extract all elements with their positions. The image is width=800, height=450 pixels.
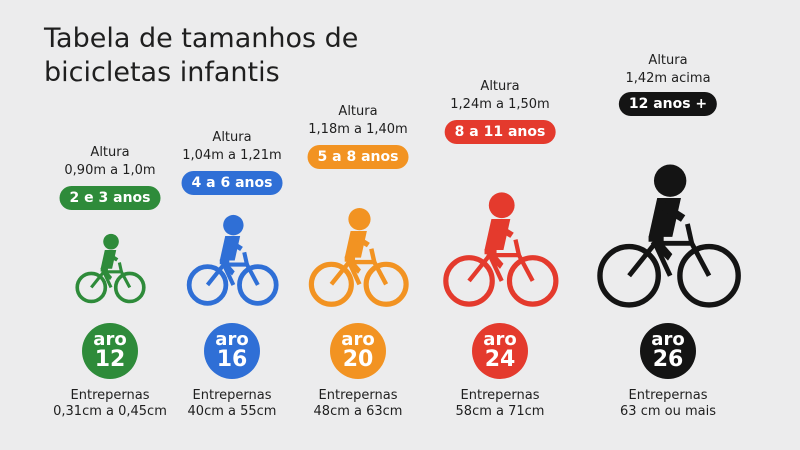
aro-number: 24: [484, 347, 516, 372]
height-label: Altura: [212, 130, 252, 145]
aro-number: 26: [652, 347, 684, 372]
child-bike-icon: [75, 233, 146, 304]
age-badge: 8 a 11 anos: [444, 120, 556, 144]
aro-word: aro: [341, 329, 375, 350]
wheel-size-badge: aro 16: [204, 323, 260, 379]
aro-word: aro: [93, 329, 127, 350]
inseam-value: 48cm a 63cm: [313, 404, 403, 419]
inseam-label: Entrepernas: [70, 388, 150, 403]
child-bike-icon: [597, 164, 741, 308]
inseam-label: Entrepernas: [192, 388, 272, 403]
height-label: Altura: [648, 53, 688, 68]
size-column-aro-26: Altura 1,42m acima 12 anos + aro 26 Entr…: [588, 0, 748, 450]
height-value: 1,18m a 1,40m: [308, 122, 408, 137]
wheel-size-badge: aro 26: [640, 323, 696, 379]
size-column-aro-12: Altura 0,90m a 1,0m 2 e 3 anos aro 12 En…: [30, 0, 190, 450]
height-value: 0,90m a 1,0m: [64, 163, 156, 178]
age-badge: 5 a 8 anos: [307, 145, 409, 169]
age-badge: 4 a 6 anos: [181, 171, 283, 195]
wheel-size-badge: aro 24: [472, 323, 528, 379]
child-bike-icon: [308, 208, 409, 307]
size-column-aro-24: Altura 1,24m a 1,50m 8 a 11 anos aro 24 …: [420, 0, 580, 450]
height-label: Altura: [90, 145, 130, 160]
aro-word: aro: [483, 329, 517, 350]
height-value: 1,42m acima: [625, 71, 711, 86]
aro-word: aro: [215, 329, 249, 350]
child-bike-icon: [443, 192, 559, 307]
height-value: 1,24m a 1,50m: [450, 97, 550, 112]
size-column-aro-16: Altura 1,04m a 1,21m 4 a 6 anos aro 16 E…: [152, 0, 312, 450]
aro-number: 16: [216, 347, 248, 372]
inseam-value: 40cm a 55cm: [187, 404, 277, 419]
wheel-size-badge: aro 12: [82, 323, 138, 379]
age-badge: 12 anos +: [618, 92, 718, 116]
aro-number: 12: [94, 347, 126, 372]
aro-word: aro: [651, 329, 685, 350]
title-line-2: bicicletas infantis: [44, 57, 280, 88]
page-title: Tabela de tamanhos de bicicletas infanti…: [44, 22, 404, 90]
inseam-value: 63 cm ou mais: [620, 404, 716, 419]
height-label: Altura: [480, 79, 520, 94]
inseam-value: 0,31cm a 0,45cm: [53, 404, 167, 419]
wheel-size-badge: aro 20: [330, 323, 386, 379]
height-label: Altura: [338, 104, 378, 119]
inseam-label: Entrepernas: [628, 388, 708, 403]
height-value: 1,04m a 1,21m: [182, 148, 282, 163]
title-line-1: Tabela de tamanhos de: [44, 23, 359, 54]
inseam-value: 58cm a 71cm: [455, 404, 545, 419]
inseam-label: Entrepernas: [460, 388, 540, 403]
size-column-aro-20: Altura 1,18m a 1,40m 5 a 8 anos aro 20 E…: [278, 0, 438, 450]
aro-number: 20: [342, 347, 374, 372]
age-badge: 2 e 3 anos: [59, 186, 161, 210]
child-bike-icon: [186, 214, 279, 306]
inseam-label: Entrepernas: [318, 388, 398, 403]
